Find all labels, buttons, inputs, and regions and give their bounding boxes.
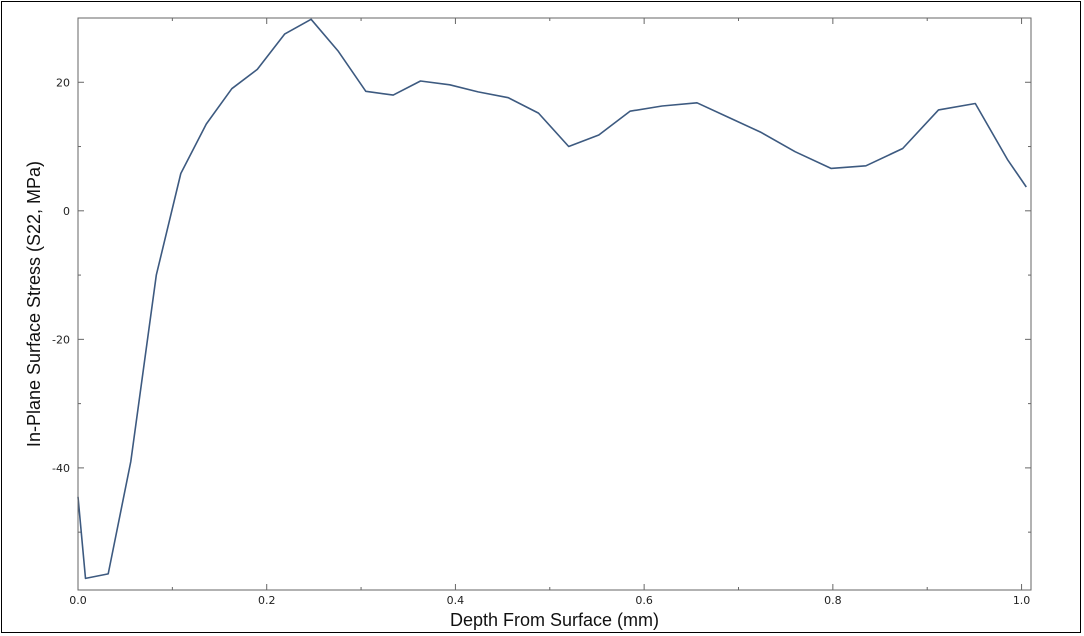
x-tick-label: 0.4 <box>447 594 465 607</box>
y-tick-label: 20 <box>56 76 70 89</box>
y-tick-label: -40 <box>52 462 70 475</box>
y-tick-label: -20 <box>52 333 70 346</box>
x-axis-title: Depth From Surface (mm) <box>450 610 659 630</box>
y-axis-title: In-Plane Surface Stress (S22, MPa) <box>24 161 44 447</box>
x-tick-label: 0.2 <box>258 594 276 607</box>
x-tick-label: 1.0 <box>1013 594 1031 607</box>
x-tick-label: 0.8 <box>824 594 842 607</box>
y-tick-label: 0 <box>63 205 70 218</box>
plot-area-border <box>77 17 1032 591</box>
tick-labels: 0.0 0.2 0.4 0.6 0.8 1.0 -40 -20 0 20 <box>52 76 1030 607</box>
x-tick-label: 0.6 <box>635 594 653 607</box>
series-line <box>77 18 1027 580</box>
x-tick-label: 0.0 <box>69 594 87 607</box>
series-layer <box>77 18 1027 580</box>
